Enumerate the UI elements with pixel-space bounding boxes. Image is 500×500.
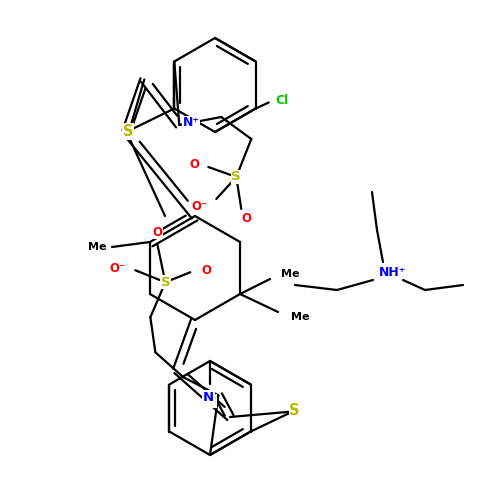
Text: O: O	[190, 158, 200, 172]
Text: Me: Me	[281, 269, 299, 279]
Text: N: N	[203, 391, 214, 404]
Text: N⁺: N⁺	[183, 116, 200, 130]
Text: O⁻: O⁻	[191, 200, 208, 213]
Text: S: S	[123, 124, 134, 139]
Text: O: O	[202, 264, 211, 277]
Text: Me: Me	[88, 242, 106, 252]
Text: Me: Me	[291, 312, 310, 322]
Text: Cl: Cl	[275, 94, 288, 107]
Text: O: O	[152, 226, 162, 239]
Text: Cl: Cl	[204, 394, 216, 407]
Text: O: O	[242, 212, 252, 226]
Text: O⁻: O⁻	[109, 262, 126, 275]
Text: S: S	[160, 276, 170, 289]
Text: NH⁺: NH⁺	[380, 266, 406, 278]
Text: S: S	[232, 170, 241, 183]
Text: S: S	[290, 403, 300, 418]
